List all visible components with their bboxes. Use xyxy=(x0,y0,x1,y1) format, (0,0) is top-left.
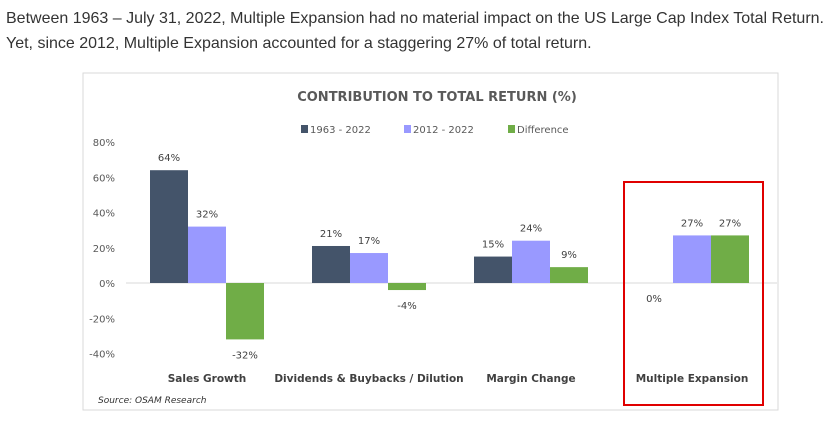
legend-swatch xyxy=(301,125,308,133)
data-label: 21% xyxy=(320,229,342,240)
y-tick-label: 80% xyxy=(93,138,115,149)
bar xyxy=(350,253,388,283)
intro-paragraph: Between 1963 – July 31, 2022, Multiple E… xyxy=(6,10,824,52)
data-label: 27% xyxy=(719,218,741,229)
data-label: 64% xyxy=(158,153,180,164)
bar xyxy=(673,235,711,283)
bar xyxy=(388,283,426,291)
y-tick-label: -20% xyxy=(89,314,115,325)
y-tick-label: 20% xyxy=(93,244,115,255)
bar xyxy=(150,170,188,283)
y-tick-label: 60% xyxy=(93,173,115,184)
bar xyxy=(226,283,264,340)
y-axis: 80% 60% 40% 20% 0% -20% -40% xyxy=(89,138,115,361)
bar xyxy=(188,226,226,283)
legend: 1963 - 2022 2012 - 2022 Difference xyxy=(301,125,569,136)
data-label: 32% xyxy=(196,210,218,221)
data-label: -32% xyxy=(232,350,258,361)
data-label: 9% xyxy=(561,250,577,261)
chart-title: CONTRIBUTION TO TOTAL RETURN (%) xyxy=(297,90,577,105)
data-label: 0% xyxy=(646,294,662,305)
data-label: -4% xyxy=(397,301,416,312)
bar xyxy=(550,267,588,283)
y-tick-label: 0% xyxy=(99,279,115,290)
y-tick-label: -40% xyxy=(89,350,115,361)
legend-swatch xyxy=(404,125,411,133)
bar xyxy=(312,245,350,283)
legend-swatch xyxy=(508,125,515,133)
y-tick-label: 40% xyxy=(93,209,115,220)
legend-label: 2012 - 2022 xyxy=(413,125,474,136)
legend-label: Difference xyxy=(517,125,569,136)
bar xyxy=(512,240,550,283)
category-label: Sales Growth xyxy=(168,373,246,385)
legend-label: 1963 - 2022 xyxy=(310,125,371,136)
bars: 64% 32% -32% 21% 17% -4% 15% 24% 9% 0% 27% 27% xyxy=(150,153,749,361)
data-label: 27% xyxy=(681,218,703,229)
data-label: 17% xyxy=(358,236,380,247)
bar xyxy=(474,256,512,283)
source-note: Source: OSAM Research xyxy=(98,396,207,406)
bar xyxy=(711,235,749,283)
x-axis: Sales Growth Dividends & Buybacks / Dilut… xyxy=(168,373,749,385)
data-label: 15% xyxy=(482,240,504,251)
category-label: Dividends & Buybacks / Dilution xyxy=(274,373,463,385)
highlight-box xyxy=(623,181,764,406)
category-label: Multiple Expansion xyxy=(636,373,749,385)
data-label: 24% xyxy=(520,224,542,235)
category-label: Margin Change xyxy=(486,373,575,385)
